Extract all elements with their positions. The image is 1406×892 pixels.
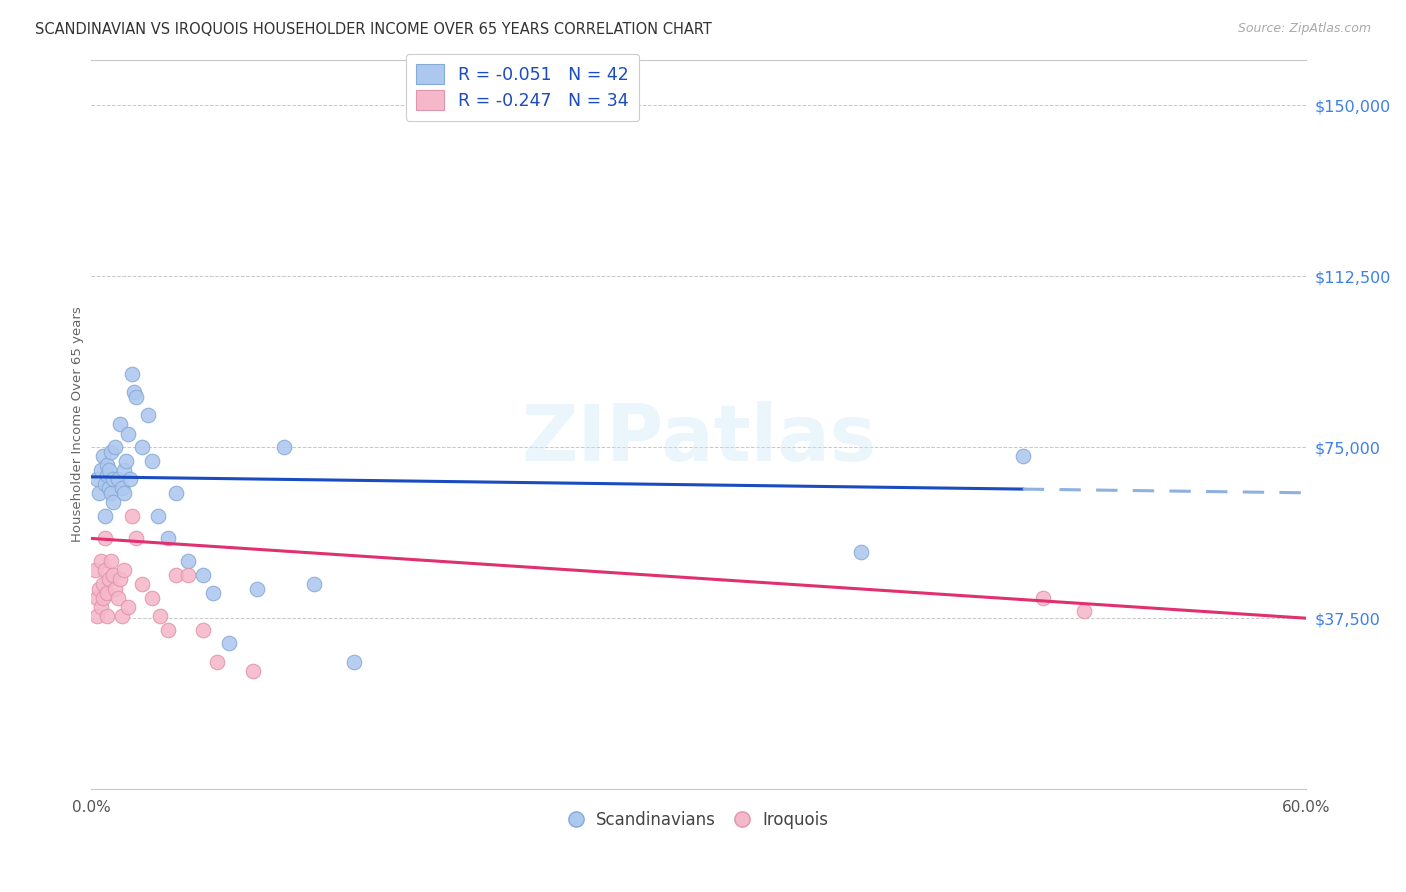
Point — [107, 472, 129, 486]
Point — [89, 582, 111, 596]
Point — [86, 591, 108, 605]
Point — [121, 368, 143, 382]
Point — [90, 463, 112, 477]
Point — [1073, 604, 1095, 618]
Point — [108, 573, 131, 587]
Point — [94, 532, 117, 546]
Point — [149, 609, 172, 624]
Point — [125, 390, 148, 404]
Point — [94, 563, 117, 577]
Point — [100, 554, 122, 568]
Point — [242, 664, 264, 678]
Point — [94, 476, 117, 491]
Point — [157, 623, 180, 637]
Point — [141, 454, 163, 468]
Point — [157, 532, 180, 546]
Text: ZIPatlas: ZIPatlas — [522, 401, 876, 477]
Point — [218, 636, 240, 650]
Point — [201, 586, 224, 600]
Point — [343, 655, 366, 669]
Point — [103, 472, 125, 486]
Point — [246, 582, 269, 596]
Point — [122, 385, 145, 400]
Point — [112, 463, 135, 477]
Point — [118, 472, 141, 486]
Point — [84, 563, 107, 577]
Point — [108, 417, 131, 432]
Point — [98, 463, 121, 477]
Point — [141, 591, 163, 605]
Y-axis label: Householder Income Over 65 years: Householder Income Over 65 years — [72, 307, 84, 542]
Point — [177, 554, 200, 568]
Point — [112, 485, 135, 500]
Point — [103, 495, 125, 509]
Point — [94, 508, 117, 523]
Point — [273, 440, 295, 454]
Point — [98, 481, 121, 495]
Point — [1011, 450, 1033, 464]
Point — [107, 591, 129, 605]
Point — [100, 485, 122, 500]
Point — [96, 609, 118, 624]
Point — [302, 577, 325, 591]
Point — [91, 591, 114, 605]
Point — [131, 440, 153, 454]
Point — [100, 444, 122, 458]
Point — [103, 568, 125, 582]
Point — [117, 599, 139, 614]
Legend: Scandinavians, Iroquois: Scandinavians, Iroquois — [562, 805, 835, 836]
Point — [90, 554, 112, 568]
Point — [91, 577, 114, 591]
Point — [205, 655, 228, 669]
Point — [191, 623, 214, 637]
Point — [86, 472, 108, 486]
Point — [117, 426, 139, 441]
Point — [96, 586, 118, 600]
Point — [1032, 591, 1054, 605]
Point — [104, 440, 127, 454]
Point — [131, 577, 153, 591]
Point — [849, 545, 872, 559]
Point — [112, 563, 135, 577]
Point — [146, 508, 169, 523]
Text: Source: ZipAtlas.com: Source: ZipAtlas.com — [1237, 22, 1371, 36]
Point — [96, 467, 118, 482]
Point — [114, 454, 136, 468]
Point — [91, 450, 114, 464]
Point — [110, 609, 132, 624]
Point — [121, 508, 143, 523]
Point — [191, 568, 214, 582]
Point — [136, 409, 159, 423]
Point — [98, 573, 121, 587]
Text: SCANDINAVIAN VS IROQUOIS HOUSEHOLDER INCOME OVER 65 YEARS CORRELATION CHART: SCANDINAVIAN VS IROQUOIS HOUSEHOLDER INC… — [35, 22, 711, 37]
Point — [89, 485, 111, 500]
Point — [96, 458, 118, 473]
Point — [90, 599, 112, 614]
Point — [86, 609, 108, 624]
Point — [165, 568, 187, 582]
Point — [104, 582, 127, 596]
Point — [125, 532, 148, 546]
Point — [110, 481, 132, 495]
Point — [165, 485, 187, 500]
Point — [177, 568, 200, 582]
